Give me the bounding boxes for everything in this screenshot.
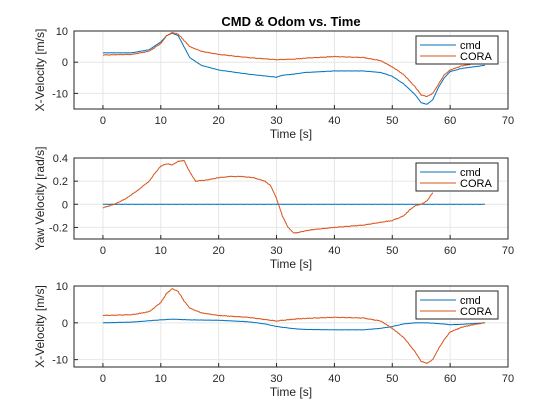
- x-tick-label: 30: [270, 245, 282, 257]
- legend-box: [415, 162, 499, 192]
- x-tick-label: 30: [270, 115, 282, 127]
- x-tick-label: 70: [502, 245, 514, 257]
- axes-box: [73, 285, 509, 368]
- x-tick-label: 10: [155, 373, 167, 385]
- legend-label-cmd: cmd: [460, 40, 481, 52]
- legend-label-cora: CORA: [460, 51, 492, 63]
- x-tick-label: 60: [444, 373, 456, 385]
- x-axis-label: Time [s]: [270, 257, 312, 271]
- y-axis-label: X-Velocity [m/s]: [33, 285, 47, 368]
- series-line-cora: [102, 288, 485, 364]
- subplot-2: 0 10 20 30 40 50 60 70 -0.2 0 0.2 0.4 Time [s] Yaw …: [33, 147, 514, 271]
- y-tick-label: 0: [62, 57, 68, 69]
- legend-label-cmd: cmd: [460, 167, 481, 179]
- series-line-cora: [102, 159, 434, 234]
- x-tick-label: 50: [386, 373, 398, 385]
- x-tick-label: 40: [328, 373, 340, 385]
- x-tick-label: 0: [100, 373, 106, 385]
- x-tick-label: 20: [213, 245, 225, 257]
- series-line-cmd: [102, 318, 485, 331]
- y-tick-label: 10: [56, 26, 68, 38]
- y-tick-label: -10: [52, 355, 68, 367]
- legend-label-cora: CORA: [460, 306, 492, 318]
- x-tick-label: 20: [213, 373, 225, 385]
- x-tick-label: 60: [444, 245, 456, 257]
- x-tick-label: 40: [328, 115, 340, 127]
- x-tick-label: 70: [502, 373, 514, 385]
- y-tick-label: 0.2: [53, 176, 68, 188]
- x-tick-label: 50: [386, 115, 398, 127]
- y-tick-label: -0.2: [49, 222, 68, 234]
- legend-label-cmd: cmd: [460, 295, 481, 307]
- x-axis-label: Time [s]: [270, 385, 312, 399]
- subplot-3: 0 10 20 30 40 50 60 70 -10 0 10 Time [s] X-Velocit…: [33, 281, 514, 399]
- x-axis-label: Time [s]: [270, 127, 312, 141]
- x-tick-label: 30: [270, 373, 282, 385]
- subplot-1: CMD & Odom vs. Time 0 10 20 30 40 50 60 70 -10 0 1…: [33, 14, 514, 141]
- x-tick-label: 0: [100, 245, 106, 257]
- y-tick-label: 0.4: [53, 153, 68, 165]
- x-tick-label: 20: [213, 115, 225, 127]
- legend-box: [415, 290, 499, 320]
- y-axis-label: Yaw Velocity [rad/s]: [33, 147, 47, 251]
- chart-title: CMD & Odom vs. Time: [221, 14, 360, 29]
- series-line-cora: [102, 32, 485, 97]
- legend-box: [415, 35, 499, 65]
- x-tick-label: 10: [155, 115, 167, 127]
- y-tick-label: 0: [62, 199, 68, 211]
- x-tick-label: 70: [502, 115, 514, 127]
- y-tick-label: -10: [52, 88, 68, 100]
- x-tick-label: 50: [386, 245, 398, 257]
- axes-box: [73, 30, 509, 110]
- legend-label-cora: CORA: [460, 178, 492, 190]
- y-axis-label: X-Velocity [m/s]: [33, 29, 47, 112]
- x-tick-label: 0: [100, 115, 106, 127]
- axes-box: [73, 157, 509, 240]
- x-tick-label: 10: [155, 245, 167, 257]
- x-tick-label: 40: [328, 245, 340, 257]
- x-tick-label: 60: [444, 115, 456, 127]
- y-tick-label: 10: [56, 281, 68, 293]
- y-tick-label: 0: [62, 318, 68, 330]
